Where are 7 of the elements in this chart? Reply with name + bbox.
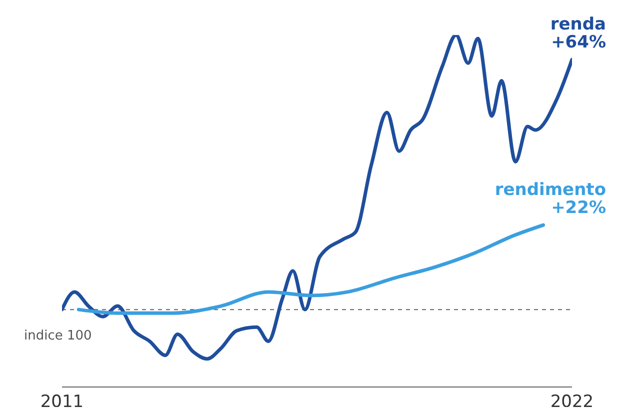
ref-line-label: indice 100: [24, 328, 92, 344]
annotation: +22%: [551, 198, 606, 218]
x-tick-label: 2022: [550, 392, 594, 412]
x-tick-label: 2011: [40, 392, 84, 412]
series-label: renda: [550, 14, 606, 35]
text: rendimento: [494, 180, 606, 200]
annotation: +64%: [551, 32, 606, 53]
